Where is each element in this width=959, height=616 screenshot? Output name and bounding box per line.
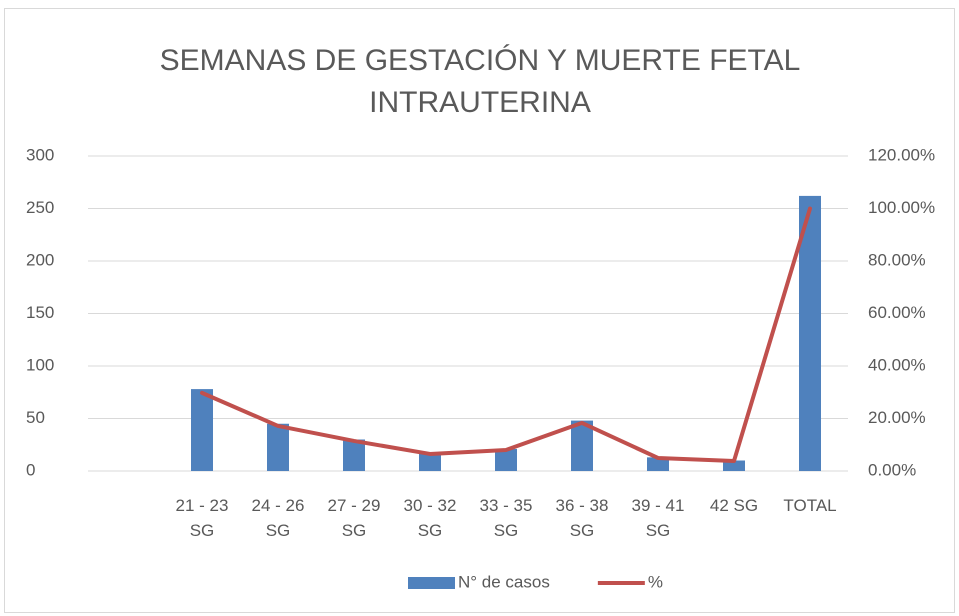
x-tick-label: 33 - 35 SG bbox=[479, 496, 533, 540]
y-tick-label: 200 bbox=[26, 250, 54, 269]
y2-tick-label: 20.00% bbox=[868, 408, 926, 427]
chart-title: SEMANAS DE GESTACIÓN Y MUERTE FETAL INTR… bbox=[159, 44, 801, 119]
x-tick-label: 36 - 38 SG bbox=[555, 496, 609, 540]
y-tick-label: 100 bbox=[26, 355, 54, 374]
y-tick-label: 50 bbox=[26, 408, 45, 427]
bar bbox=[723, 460, 745, 471]
bar bbox=[419, 453, 441, 471]
x-tick-label: 39 - 41 SG bbox=[631, 496, 685, 540]
x-tick-label: 42 SG bbox=[709, 496, 759, 515]
x-tick-label: 30 - 32 SG bbox=[403, 496, 457, 540]
legend-swatch bbox=[408, 577, 455, 589]
y-tick-label: 250 bbox=[26, 198, 54, 217]
y2-tick-label: 40.00% bbox=[868, 355, 926, 374]
y2-tick-label: 80.00% bbox=[868, 250, 926, 269]
x-tick-label: TOTAL bbox=[783, 496, 837, 515]
bar bbox=[571, 420, 593, 471]
y2-tick-label: 60.00% bbox=[868, 303, 926, 322]
chart-border bbox=[4, 8, 955, 613]
x-tick-label: 24 - 26 SG bbox=[251, 496, 305, 540]
x-tick-label: 21 - 23 SG bbox=[175, 496, 229, 540]
x-tick-label: 27 - 29 SG bbox=[327, 496, 381, 540]
legend-label: % bbox=[648, 572, 663, 591]
y-tick-label: 0 bbox=[26, 460, 35, 479]
y2-tick-label: 100.00% bbox=[868, 198, 935, 217]
bar bbox=[267, 423, 289, 471]
bar bbox=[191, 389, 213, 471]
y2-tick-label: 0.00% bbox=[868, 460, 916, 479]
bar bbox=[647, 457, 669, 471]
bar bbox=[495, 448, 517, 471]
y2-tick-label: 120.00% bbox=[868, 145, 935, 164]
bar bbox=[343, 439, 365, 471]
y-tick-label: 300 bbox=[26, 145, 54, 164]
y-tick-label: 150 bbox=[26, 303, 54, 322]
legend-label: N° de casos bbox=[458, 572, 550, 591]
line-series bbox=[200, 206, 812, 463]
bar bbox=[799, 195, 821, 471]
